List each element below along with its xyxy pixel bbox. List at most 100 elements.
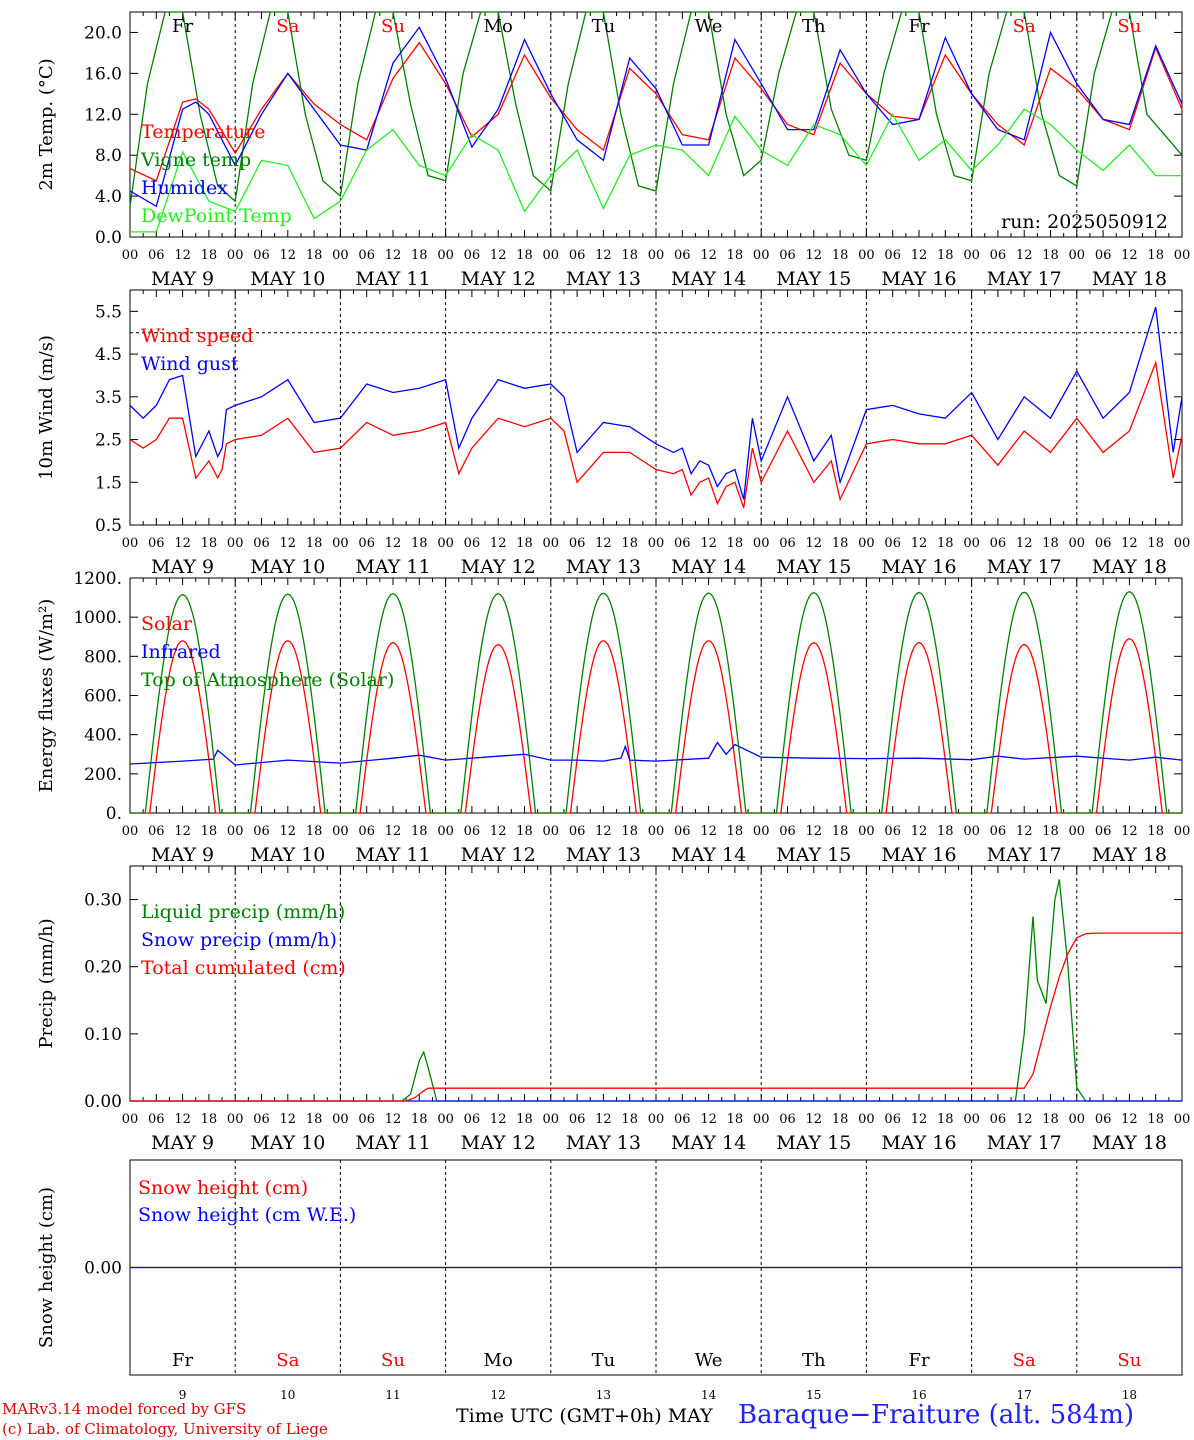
hour-label: 12 [1016, 248, 1033, 263]
day-number-label: 17 [1017, 1388, 1032, 1402]
hour-label: 00 [122, 1112, 139, 1127]
legend-entry: Snow height (cm) [138, 1177, 308, 1199]
date-label: MAY 13 [566, 1132, 641, 1154]
legend-entry: Snow height (cm W.E.) [138, 1204, 356, 1226]
date-label: MAY 17 [987, 268, 1062, 290]
hour-label: 12 [385, 536, 402, 551]
date-label: MAY 10 [250, 556, 325, 578]
legend-entry: Temperature [141, 121, 265, 143]
hour-label: 06 [990, 824, 1007, 839]
series-line-humidex [129, 26, 1183, 208]
series-line-dewpoint-temp [130, 108, 1182, 233]
weekday-label: Sa [276, 1350, 299, 1371]
y-tick-label: 4.5 [95, 345, 122, 365]
lab-credit: (c) Lab. of Climatology, University of L… [2, 1420, 328, 1438]
hour-label: 06 [569, 824, 586, 839]
hour-label: 06 [990, 536, 1007, 551]
hour-label: 06 [990, 1112, 1007, 1127]
day-number-label: 11 [385, 1388, 400, 1402]
date-label: MAY 11 [355, 844, 430, 866]
y-tick-label: 4.0 [95, 187, 122, 207]
legend-entry: Snow precip (mm/h) [141, 929, 337, 951]
y-tick-label: 600. [84, 687, 122, 707]
hour-label: 00 [227, 1112, 244, 1127]
weekday-label: Sa [276, 16, 299, 37]
y-tick-label: 800. [84, 647, 122, 667]
hour-label: 06 [358, 248, 375, 263]
hour-label: 00 [858, 536, 875, 551]
hour-label: 00 [332, 1112, 349, 1127]
hour-label: 18 [1147, 1112, 1164, 1127]
weekday-label: Tu [592, 16, 616, 37]
hour-label: 00 [648, 248, 665, 263]
hour-label: 12 [700, 536, 717, 551]
date-label: MAY 9 [151, 268, 214, 290]
hour-label: 06 [464, 1112, 481, 1127]
y-tick-label: 1200. [73, 569, 122, 589]
hour-label: 00 [543, 248, 560, 263]
hour-label: 00 [963, 248, 980, 263]
date-label: MAY 18 [1092, 1132, 1167, 1154]
legend-entry: Solar [141, 613, 193, 635]
day-number-label: 10 [280, 1388, 295, 1402]
hour-label: 06 [464, 248, 481, 263]
hour-label: 00 [122, 536, 139, 551]
date-label: MAY 9 [151, 1132, 214, 1154]
y-tick-label: 200. [84, 765, 122, 785]
weekday-label: Fr [908, 1350, 929, 1371]
hour-label: 12 [1121, 1112, 1138, 1127]
date-label: MAY 12 [461, 556, 536, 578]
y-axis-label: Energy fluxes (W/m²) [36, 599, 57, 793]
weekday-label: We [695, 16, 723, 37]
legend-entry: Infrared [141, 641, 221, 663]
legend-entry: Total cumulated (cm) [141, 957, 346, 979]
hour-label: 00 [753, 536, 770, 551]
hour-label: 12 [595, 1112, 612, 1127]
day-number-label: 18 [1122, 1388, 1137, 1402]
series-line-temperature [129, 41, 1183, 182]
hour-label: 06 [569, 248, 586, 263]
hour-label: 06 [358, 1112, 375, 1127]
hour-label: 06 [884, 536, 901, 551]
weekday-label: Fr [172, 16, 193, 37]
hour-label: 00 [227, 248, 244, 263]
date-label: MAY 13 [566, 556, 641, 578]
hour-label: 06 [569, 536, 586, 551]
date-label: MAY 10 [250, 844, 325, 866]
hour-label: 00 [1174, 248, 1191, 263]
date-label: MAY 12 [461, 844, 536, 866]
hour-label: 18 [306, 248, 323, 263]
hour-label: 12 [911, 248, 928, 263]
hour-label: 00 [858, 1112, 875, 1127]
y-tick-label: 0.20 [84, 958, 122, 978]
hour-label: 06 [990, 248, 1007, 263]
hour-label: 18 [1042, 824, 1059, 839]
hour-label: 12 [1016, 536, 1033, 551]
hour-label: 18 [937, 536, 954, 551]
hour-label: 06 [884, 1112, 901, 1127]
hour-label: 12 [595, 824, 612, 839]
hour-label: 18 [727, 824, 744, 839]
date-label: MAY 16 [881, 556, 956, 578]
hour-label: 12 [1016, 1112, 1033, 1127]
legend-entry: Wind gust [141, 353, 239, 375]
hour-label: 00 [437, 824, 454, 839]
y-tick-label: 1.5 [95, 473, 122, 493]
day-number-label: 14 [701, 1388, 717, 1402]
series-line-liquid-precip-mm-h- [130, 879, 1182, 1102]
series-line-wind-gust [129, 306, 1183, 500]
hour-label: 06 [779, 536, 796, 551]
date-label: MAY 18 [1092, 556, 1167, 578]
weekday-label: Su [381, 16, 405, 37]
hour-label: 12 [700, 1112, 717, 1127]
hour-label: 06 [674, 824, 691, 839]
hour-label: 12 [595, 536, 612, 551]
day-number-label: 12 [491, 1388, 506, 1402]
hour-label: 18 [832, 1112, 849, 1127]
y-tick-label: 0.00 [84, 1259, 122, 1279]
hour-label: 00 [753, 1112, 770, 1127]
hour-label: 18 [621, 536, 638, 551]
hour-label: 06 [569, 1112, 586, 1127]
hour-label: 18 [1147, 536, 1164, 551]
legend-entry: Vigne temp [140, 149, 251, 171]
